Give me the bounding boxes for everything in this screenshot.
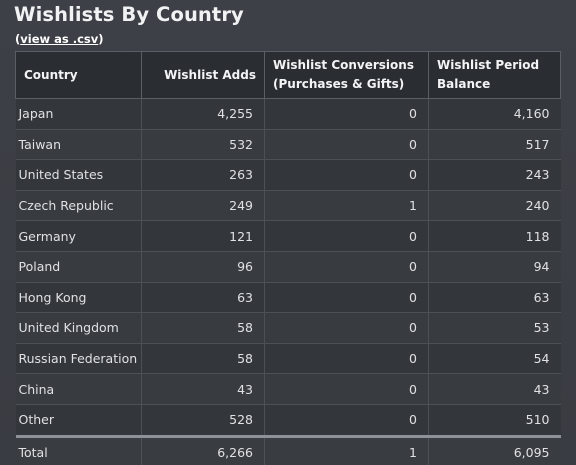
table-row: Taiwan 532 0 517 [15, 129, 561, 161]
column-header-wishlist-period-balance[interactable]: Wishlist Period Balance [428, 51, 561, 99]
wishlist-conversions-cell: 0 [264, 282, 429, 314]
total-wishlist-adds-cell: 6,266 [141, 434, 265, 465]
header-row: Country Wishlist Adds Wishlist Conversio… [15, 51, 561, 99]
total-wishlist-conversions-cell: 1 [264, 434, 429, 465]
wishlist-balance-cell: 43 [428, 373, 561, 405]
table-row: Germany 121 0 118 [15, 220, 561, 252]
wishlist-adds-cell: 43 [141, 373, 265, 405]
wishlist-conversions-cell: 0 [264, 312, 429, 344]
wishlist-conversions-cell: 0 [264, 98, 429, 130]
wishlist-conversions-cell: 0 [264, 220, 429, 252]
wishlist-conversions-cell: 1 [264, 190, 429, 222]
wishlist-balance-cell: 53 [428, 312, 561, 344]
country-cell: Japan [15, 98, 142, 130]
wishlist-adds-cell: 63 [141, 282, 265, 314]
country-cell: Other [15, 404, 142, 437]
wishlist-balance-cell: 94 [428, 251, 561, 283]
table-row: Hong Kong 63 0 63 [15, 282, 561, 314]
wishlist-balance-cell: 54 [428, 343, 561, 375]
wishlist-balance-cell: 510 [428, 404, 561, 437]
country-cell: Germany [15, 220, 142, 252]
country-cell: Hong Kong [15, 282, 142, 314]
wishlist-balance-cell: 243 [428, 159, 561, 191]
table-row: China 43 0 43 [15, 373, 561, 405]
table-body: Japan 4,255 0 4,160 Taiwan 532 0 517 Uni… [15, 98, 561, 465]
wishlist-conversions-cell: 0 [264, 404, 429, 437]
table-row: Russian Federation 58 0 54 [15, 343, 561, 375]
wishlist-adds-cell: 121 [141, 220, 265, 252]
wishlist-balance-cell: 240 [428, 190, 561, 222]
country-cell: Taiwan [15, 129, 142, 161]
wishlist-adds-cell: 263 [141, 159, 265, 191]
wishlist-adds-cell: 4,255 [141, 98, 265, 130]
country-cell: Russian Federation [15, 343, 142, 375]
wishlist-conversions-cell: 0 [264, 159, 429, 191]
wishlist-adds-cell: 58 [141, 343, 265, 375]
total-row: Total 6,266 1 6,095 [15, 434, 561, 465]
page-title: Wishlists By Country [14, 3, 244, 26]
wishlist-adds-cell: 96 [141, 251, 265, 283]
table-row: United States 263 0 243 [15, 159, 561, 191]
view-as-csv-link[interactable]: view as .csv [20, 32, 99, 46]
country-cell: Poland [15, 251, 142, 283]
csv-open-paren: ( [15, 32, 21, 46]
wishlist-balance-cell: 118 [428, 220, 561, 252]
wishlist-balance-cell: 4,160 [428, 98, 561, 130]
wishlist-adds-cell: 528 [141, 404, 265, 437]
wishlist-conversions-cell: 0 [264, 251, 429, 283]
country-cell: China [15, 373, 142, 405]
wishlists-table: Country Wishlist Adds Wishlist Conversio… [15, 51, 561, 465]
wishlist-balance-cell: 517 [428, 129, 561, 161]
country-cell: United Kingdom [15, 312, 142, 344]
csv-link-wrapper: (view as .csv) [15, 32, 104, 46]
wishlist-conversions-cell: 0 [264, 343, 429, 375]
total-label-cell: Total [15, 434, 142, 465]
table-row: United Kingdom 58 0 53 [15, 312, 561, 344]
column-header-country[interactable]: Country [15, 51, 142, 99]
total-wishlist-balance-cell: 6,095 [428, 434, 561, 465]
wishlist-adds-cell: 58 [141, 312, 265, 344]
table-row: Czech Republic 249 1 240 [15, 190, 561, 222]
wishlist-adds-cell: 249 [141, 190, 265, 222]
table-row: Other 528 0 510 [15, 404, 561, 437]
column-header-wishlist-conversions[interactable]: Wishlist Conversions (Purchases & Gifts) [264, 51, 429, 99]
wishlist-balance-cell: 63 [428, 282, 561, 314]
wishlist-conversions-cell: 0 [264, 129, 429, 161]
table-row: Japan 4,255 0 4,160 [15, 98, 561, 130]
wishlist-conversions-cell: 0 [264, 373, 429, 405]
wishlist-adds-cell: 532 [141, 129, 265, 161]
column-header-wishlist-adds[interactable]: Wishlist Adds [141, 51, 265, 99]
country-cell: United States [15, 159, 142, 191]
country-cell: Czech Republic [15, 190, 142, 222]
csv-close-paren: ) [98, 32, 104, 46]
table-row: Poland 96 0 94 [15, 251, 561, 283]
